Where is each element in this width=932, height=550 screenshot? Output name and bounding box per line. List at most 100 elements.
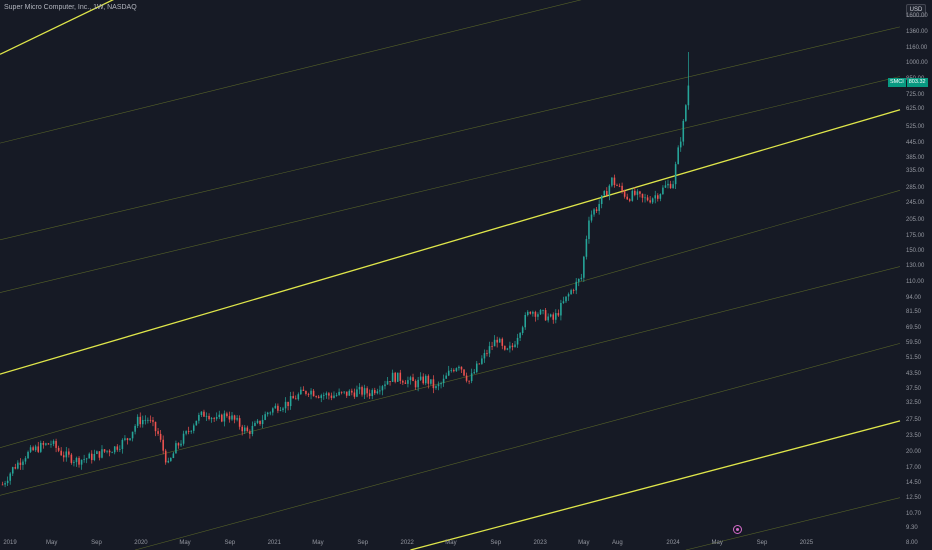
candle[interactable] [590, 210, 593, 223]
candle[interactable] [287, 401, 289, 411]
candle[interactable] [634, 187, 636, 197]
candle[interactable] [644, 193, 646, 203]
candle[interactable] [593, 208, 595, 217]
channel-line-6[interactable] [0, 189, 901, 448]
candle[interactable] [404, 380, 407, 384]
candle[interactable] [52, 439, 55, 447]
candle[interactable] [371, 388, 374, 400]
candle[interactable] [238, 415, 241, 430]
candle[interactable] [333, 391, 335, 399]
candle[interactable] [623, 189, 626, 199]
candle[interactable] [177, 442, 180, 449]
channel-line-8[interactable] [135, 343, 901, 550]
candle[interactable] [111, 451, 113, 454]
candle[interactable] [399, 369, 402, 385]
candle[interactable] [338, 388, 340, 396]
candle[interactable] [208, 413, 210, 421]
candle[interactable] [631, 188, 634, 202]
candle[interactable] [297, 392, 300, 401]
candle[interactable] [45, 442, 47, 446]
candle[interactable] [651, 197, 654, 205]
candle[interactable] [506, 347, 509, 351]
candle[interactable] [595, 207, 598, 214]
candle[interactable] [106, 450, 108, 454]
candle[interactable] [310, 388, 312, 400]
candle[interactable] [501, 337, 504, 350]
candle[interactable] [478, 363, 481, 365]
candle[interactable] [496, 336, 498, 348]
candle[interactable] [302, 386, 305, 392]
candle[interactable] [636, 189, 639, 200]
candle[interactable] [458, 365, 460, 371]
candle[interactable] [555, 309, 557, 324]
candle[interactable] [672, 180, 674, 189]
candle[interactable] [414, 379, 417, 390]
channel-line-7[interactable] [0, 266, 901, 496]
channel-line-4[interactable] [0, 26, 901, 241]
candle[interactable] [343, 391, 345, 395]
candle[interactable] [547, 313, 549, 323]
candle[interactable] [611, 177, 613, 188]
candle[interactable] [544, 308, 547, 321]
candle[interactable] [516, 333, 519, 348]
candle[interactable] [330, 392, 333, 401]
candle[interactable] [22, 459, 24, 470]
candle[interactable] [368, 389, 371, 399]
candle[interactable] [24, 456, 27, 465]
candle[interactable] [134, 424, 136, 435]
candle[interactable] [491, 341, 493, 350]
candle[interactable] [279, 406, 282, 412]
candle[interactable] [557, 309, 560, 317]
candle[interactable] [68, 448, 70, 458]
candle[interactable] [608, 184, 611, 201]
candle[interactable] [11, 466, 14, 477]
candle[interactable] [108, 449, 111, 457]
candle[interactable] [384, 380, 386, 390]
candle[interactable] [340, 391, 343, 395]
candle[interactable] [284, 397, 287, 413]
candle[interactable] [621, 182, 623, 194]
candle[interactable] [27, 450, 29, 459]
candle[interactable] [88, 452, 91, 459]
candle[interactable] [170, 457, 172, 462]
candle[interactable] [113, 446, 116, 455]
candle[interactable] [119, 445, 121, 453]
channel-line-9[interactable] [685, 497, 901, 550]
candle[interactable] [47, 442, 50, 445]
candle[interactable] [358, 383, 361, 395]
candle[interactable] [246, 425, 249, 432]
candle[interactable] [435, 385, 437, 390]
candle[interactable] [180, 440, 182, 447]
candle[interactable] [598, 199, 600, 215]
candle[interactable] [101, 445, 103, 459]
candle[interactable] [407, 376, 409, 388]
candle[interactable] [200, 411, 203, 418]
candle[interactable] [560, 299, 562, 321]
candle[interactable] [317, 395, 320, 399]
candle[interactable] [129, 438, 131, 441]
candle[interactable] [190, 430, 193, 434]
candle[interactable] [154, 421, 157, 437]
candle[interactable] [493, 335, 496, 347]
candle[interactable] [657, 193, 659, 202]
candle[interactable] [468, 380, 470, 385]
candle[interactable] [529, 311, 532, 315]
candle[interactable] [203, 409, 205, 417]
candle[interactable] [243, 424, 246, 434]
candle[interactable] [233, 414, 236, 424]
candle[interactable] [261, 415, 264, 429]
candle[interactable] [231, 411, 233, 421]
candle[interactable] [577, 278, 580, 287]
candle[interactable] [218, 410, 221, 420]
candle[interactable] [386, 376, 389, 385]
candle[interactable] [328, 392, 330, 400]
candle[interactable] [32, 445, 34, 451]
candle[interactable] [570, 288, 572, 295]
candle[interactable] [320, 393, 323, 403]
candle[interactable] [17, 460, 19, 470]
candle[interactable] [567, 292, 570, 301]
candle[interactable] [409, 375, 412, 385]
candle[interactable] [427, 374, 430, 389]
candle[interactable] [687, 52, 690, 110]
candle[interactable] [294, 395, 297, 400]
